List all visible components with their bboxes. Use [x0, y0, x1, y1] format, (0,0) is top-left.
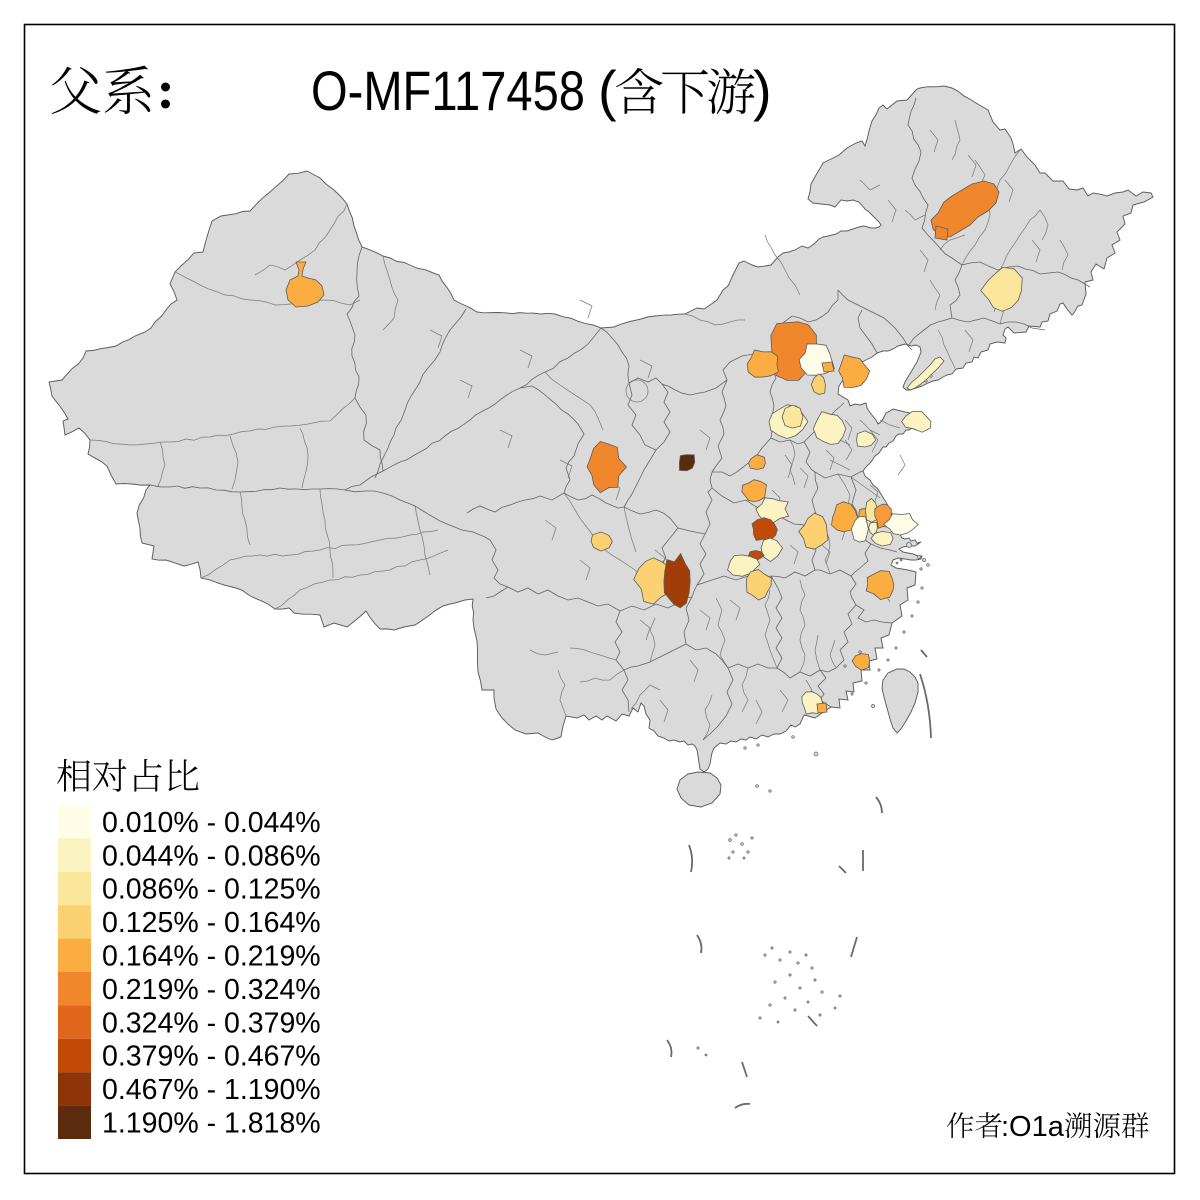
svg-text:): ): [753, 59, 772, 122]
svg-text:0.164% - 0.219%: 0.164% - 0.219%: [102, 941, 321, 973]
svg-text:0.010% - 0.044%: 0.010% - 0.044%: [102, 807, 321, 839]
svg-text:0.324% - 0.379%: 0.324% - 0.379%: [102, 1007, 321, 1039]
svg-text:0.467% - 1.190%: 0.467% - 1.190%: [102, 1074, 321, 1106]
svg-text:O-MF117458: O-MF117458: [311, 59, 585, 122]
svg-text::O1a: :O1a: [1001, 1111, 1065, 1143]
svg-text:0.219% - 0.324%: 0.219% - 0.324%: [102, 974, 321, 1006]
svg-text:0.044% - 0.086%: 0.044% - 0.086%: [102, 840, 321, 872]
svg-text:1.190% - 1.818%: 1.190% - 1.818%: [102, 1108, 321, 1140]
svg-text:0.125% - 0.164%: 0.125% - 0.164%: [102, 907, 321, 939]
svg-text:0.086% - 0.125%: 0.086% - 0.125%: [102, 874, 321, 906]
svg-text:0.379% - 0.467%: 0.379% - 0.467%: [102, 1041, 321, 1073]
svg-text:(: (: [598, 59, 617, 122]
